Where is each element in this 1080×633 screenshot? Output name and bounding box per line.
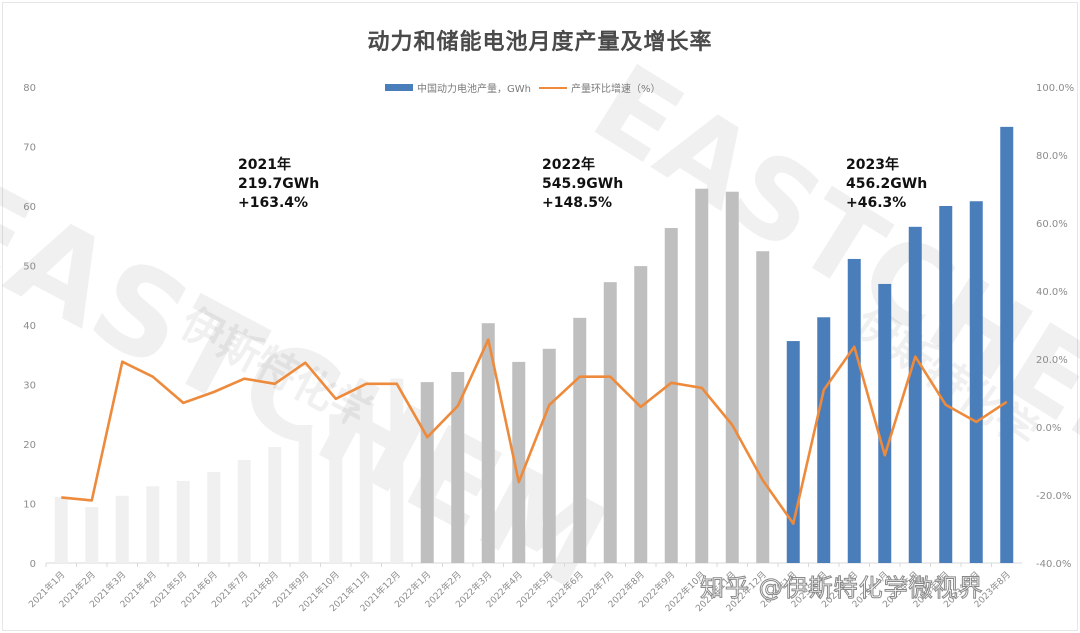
y-axis-tick-label: 60 bbox=[23, 202, 36, 213]
bar-2022年5月 bbox=[542, 348, 556, 563]
bar-2021年10月 bbox=[329, 414, 343, 563]
bar-2022年8月 bbox=[634, 266, 648, 563]
y2-axis-tick-label: 60.0% bbox=[1036, 219, 1068, 230]
bar-2023年5月 bbox=[908, 226, 922, 563]
legend-bar-swatch bbox=[385, 84, 413, 91]
bar-2022年2月 bbox=[451, 372, 465, 563]
bar-2023年8月 bbox=[1000, 126, 1014, 564]
bar-2021年12月 bbox=[390, 378, 404, 563]
annotation-2022-growth: +148.5% bbox=[542, 195, 613, 211]
bar-2022年9月 bbox=[664, 228, 678, 563]
y2-axis-tick-label: 40.0% bbox=[1036, 287, 1068, 298]
y-axis-tick-label: 10 bbox=[23, 500, 36, 511]
y-axis-tick-label: 0 bbox=[30, 559, 36, 570]
bar-2021年2月 bbox=[85, 507, 99, 563]
bar-2023年3月 bbox=[847, 258, 861, 563]
annotation-2022-total: 545.9GWh bbox=[542, 176, 624, 192]
bar-2022年6月 bbox=[573, 317, 587, 563]
bar-2022年1月 bbox=[420, 382, 434, 563]
chart-title: 动力和储能电池月度产量及增长率 bbox=[367, 30, 713, 55]
bar-2021年4月 bbox=[146, 486, 160, 563]
annotation-2023-total: 456.2GWh bbox=[846, 176, 928, 192]
legend-bar-label: 中国动力电池产量，GWh bbox=[417, 84, 531, 95]
bar-2023年4月 bbox=[878, 283, 892, 563]
growth-rate-line bbox=[61, 338, 1008, 525]
y2-axis-tick-label: 100.0% bbox=[1036, 83, 1074, 94]
y2-axis-tick-label: 80.0% bbox=[1036, 151, 1068, 162]
y-axis-tick-label: 70 bbox=[23, 143, 36, 154]
chart-legend: 中国动力电池产量，GWh 产量环比增速（%） bbox=[385, 80, 661, 95]
y-axis-tick-label: 20 bbox=[23, 440, 36, 451]
bar-2021年8月 bbox=[268, 446, 282, 563]
bar-2023年2月 bbox=[817, 317, 831, 563]
legend-line-swatch bbox=[538, 86, 567, 89]
bar-2021年11月 bbox=[359, 405, 373, 563]
y2-axis-tick-label: 20.0% bbox=[1036, 355, 1068, 366]
annotation-2023-growth: +46.3% bbox=[846, 195, 907, 211]
y-axis-tick-label: 80 bbox=[23, 83, 36, 94]
y2-axis-tick-label: -40.0% bbox=[1036, 559, 1071, 570]
annotation-2021-year: 2021年 bbox=[238, 157, 291, 173]
annotation-2021-growth: +163.4% bbox=[238, 195, 309, 211]
bar-2021年3月 bbox=[115, 495, 129, 563]
annotation-2022-year: 2022年 bbox=[542, 157, 595, 173]
bar-2022年7月 bbox=[603, 282, 617, 563]
bar-2021年1月 bbox=[54, 496, 68, 563]
annotation-2021-total: 219.7GWh bbox=[238, 176, 320, 192]
y2-axis-tick-label: -20.0% bbox=[1036, 491, 1071, 502]
bar-2023年7月 bbox=[969, 201, 983, 564]
y2-axis-tick-label: 0.0% bbox=[1036, 423, 1061, 434]
legend-line-label: 产量环比增速（%） bbox=[570, 84, 661, 95]
bar-2021年5月 bbox=[176, 480, 190, 563]
bar-2022年3月 bbox=[481, 323, 495, 563]
bar-2022年11月 bbox=[725, 191, 739, 563]
y-axis-tick-label: 50 bbox=[23, 262, 36, 273]
y-axis-tick-label: 30 bbox=[23, 381, 36, 392]
y-axis-tick-label: 40 bbox=[23, 321, 36, 332]
annotation-2022: 2022年 545.9GWh +148.5% bbox=[542, 156, 623, 213]
annotation-2023-year: 2023年 bbox=[846, 157, 899, 173]
annotation-2021: 2021年 219.7GWh +163.4% bbox=[238, 156, 319, 213]
bar-2022年4月 bbox=[512, 361, 526, 563]
bar-2023年1月 bbox=[786, 341, 800, 563]
bar-2021年9月 bbox=[298, 424, 312, 563]
bar-2021年7月 bbox=[237, 460, 251, 563]
bar-2022年10月 bbox=[695, 188, 709, 563]
zhihu-watermark: 知乎 @伊斯特化学微视界 bbox=[700, 574, 984, 603]
annotation-2023: 2023年 456.2GWh +46.3% bbox=[846, 156, 927, 213]
bar-2022年12月 bbox=[756, 251, 770, 563]
bar-2023年6月 bbox=[939, 206, 953, 563]
bar-2021年6月 bbox=[207, 471, 221, 563]
